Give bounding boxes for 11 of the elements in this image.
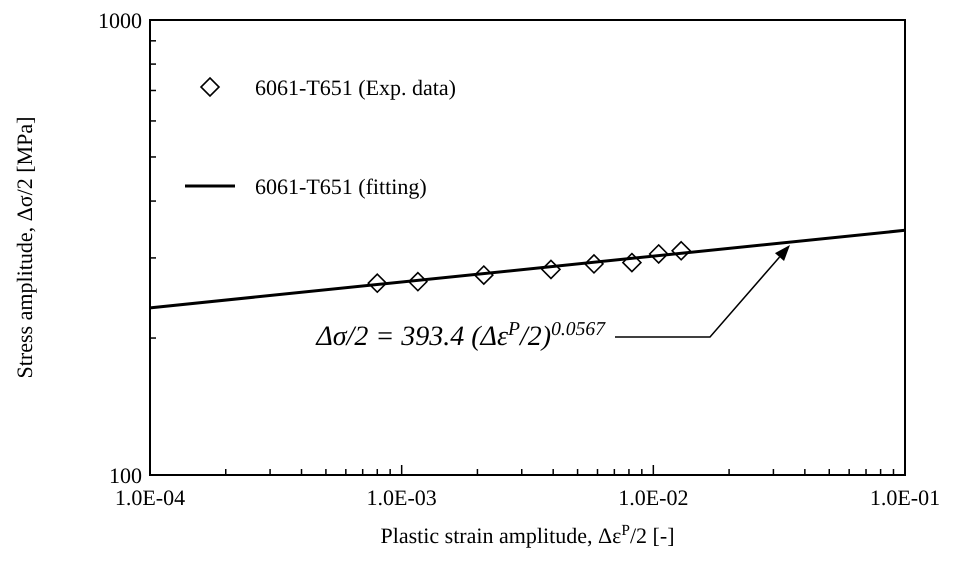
y-tick-label: 100: [109, 463, 142, 488]
legend-label: 6061-T651 (fitting): [255, 174, 427, 199]
x-tick-label: 1.0E-04: [114, 485, 186, 510]
x-tick-label: 1.0E-02: [618, 485, 688, 510]
x-axis-title: Plastic strain amplitude, Δε$^{P}$/2 [-]: [380, 522, 675, 548]
y-axis-title: Stress amplitude, Δσ/2 [MPa]: [12, 116, 37, 378]
x-tick-label: 1.0E-03: [366, 485, 437, 510]
legend-label: 6061-T651 (Exp. data): [255, 75, 456, 100]
y-tick-label: 1000: [98, 8, 142, 33]
x-tick-label: 1.0E-01: [870, 485, 940, 510]
annotation: Δσ/2 = 393.4 (Δε$^{P}$/2)$^{0.0567}$: [315, 318, 606, 352]
